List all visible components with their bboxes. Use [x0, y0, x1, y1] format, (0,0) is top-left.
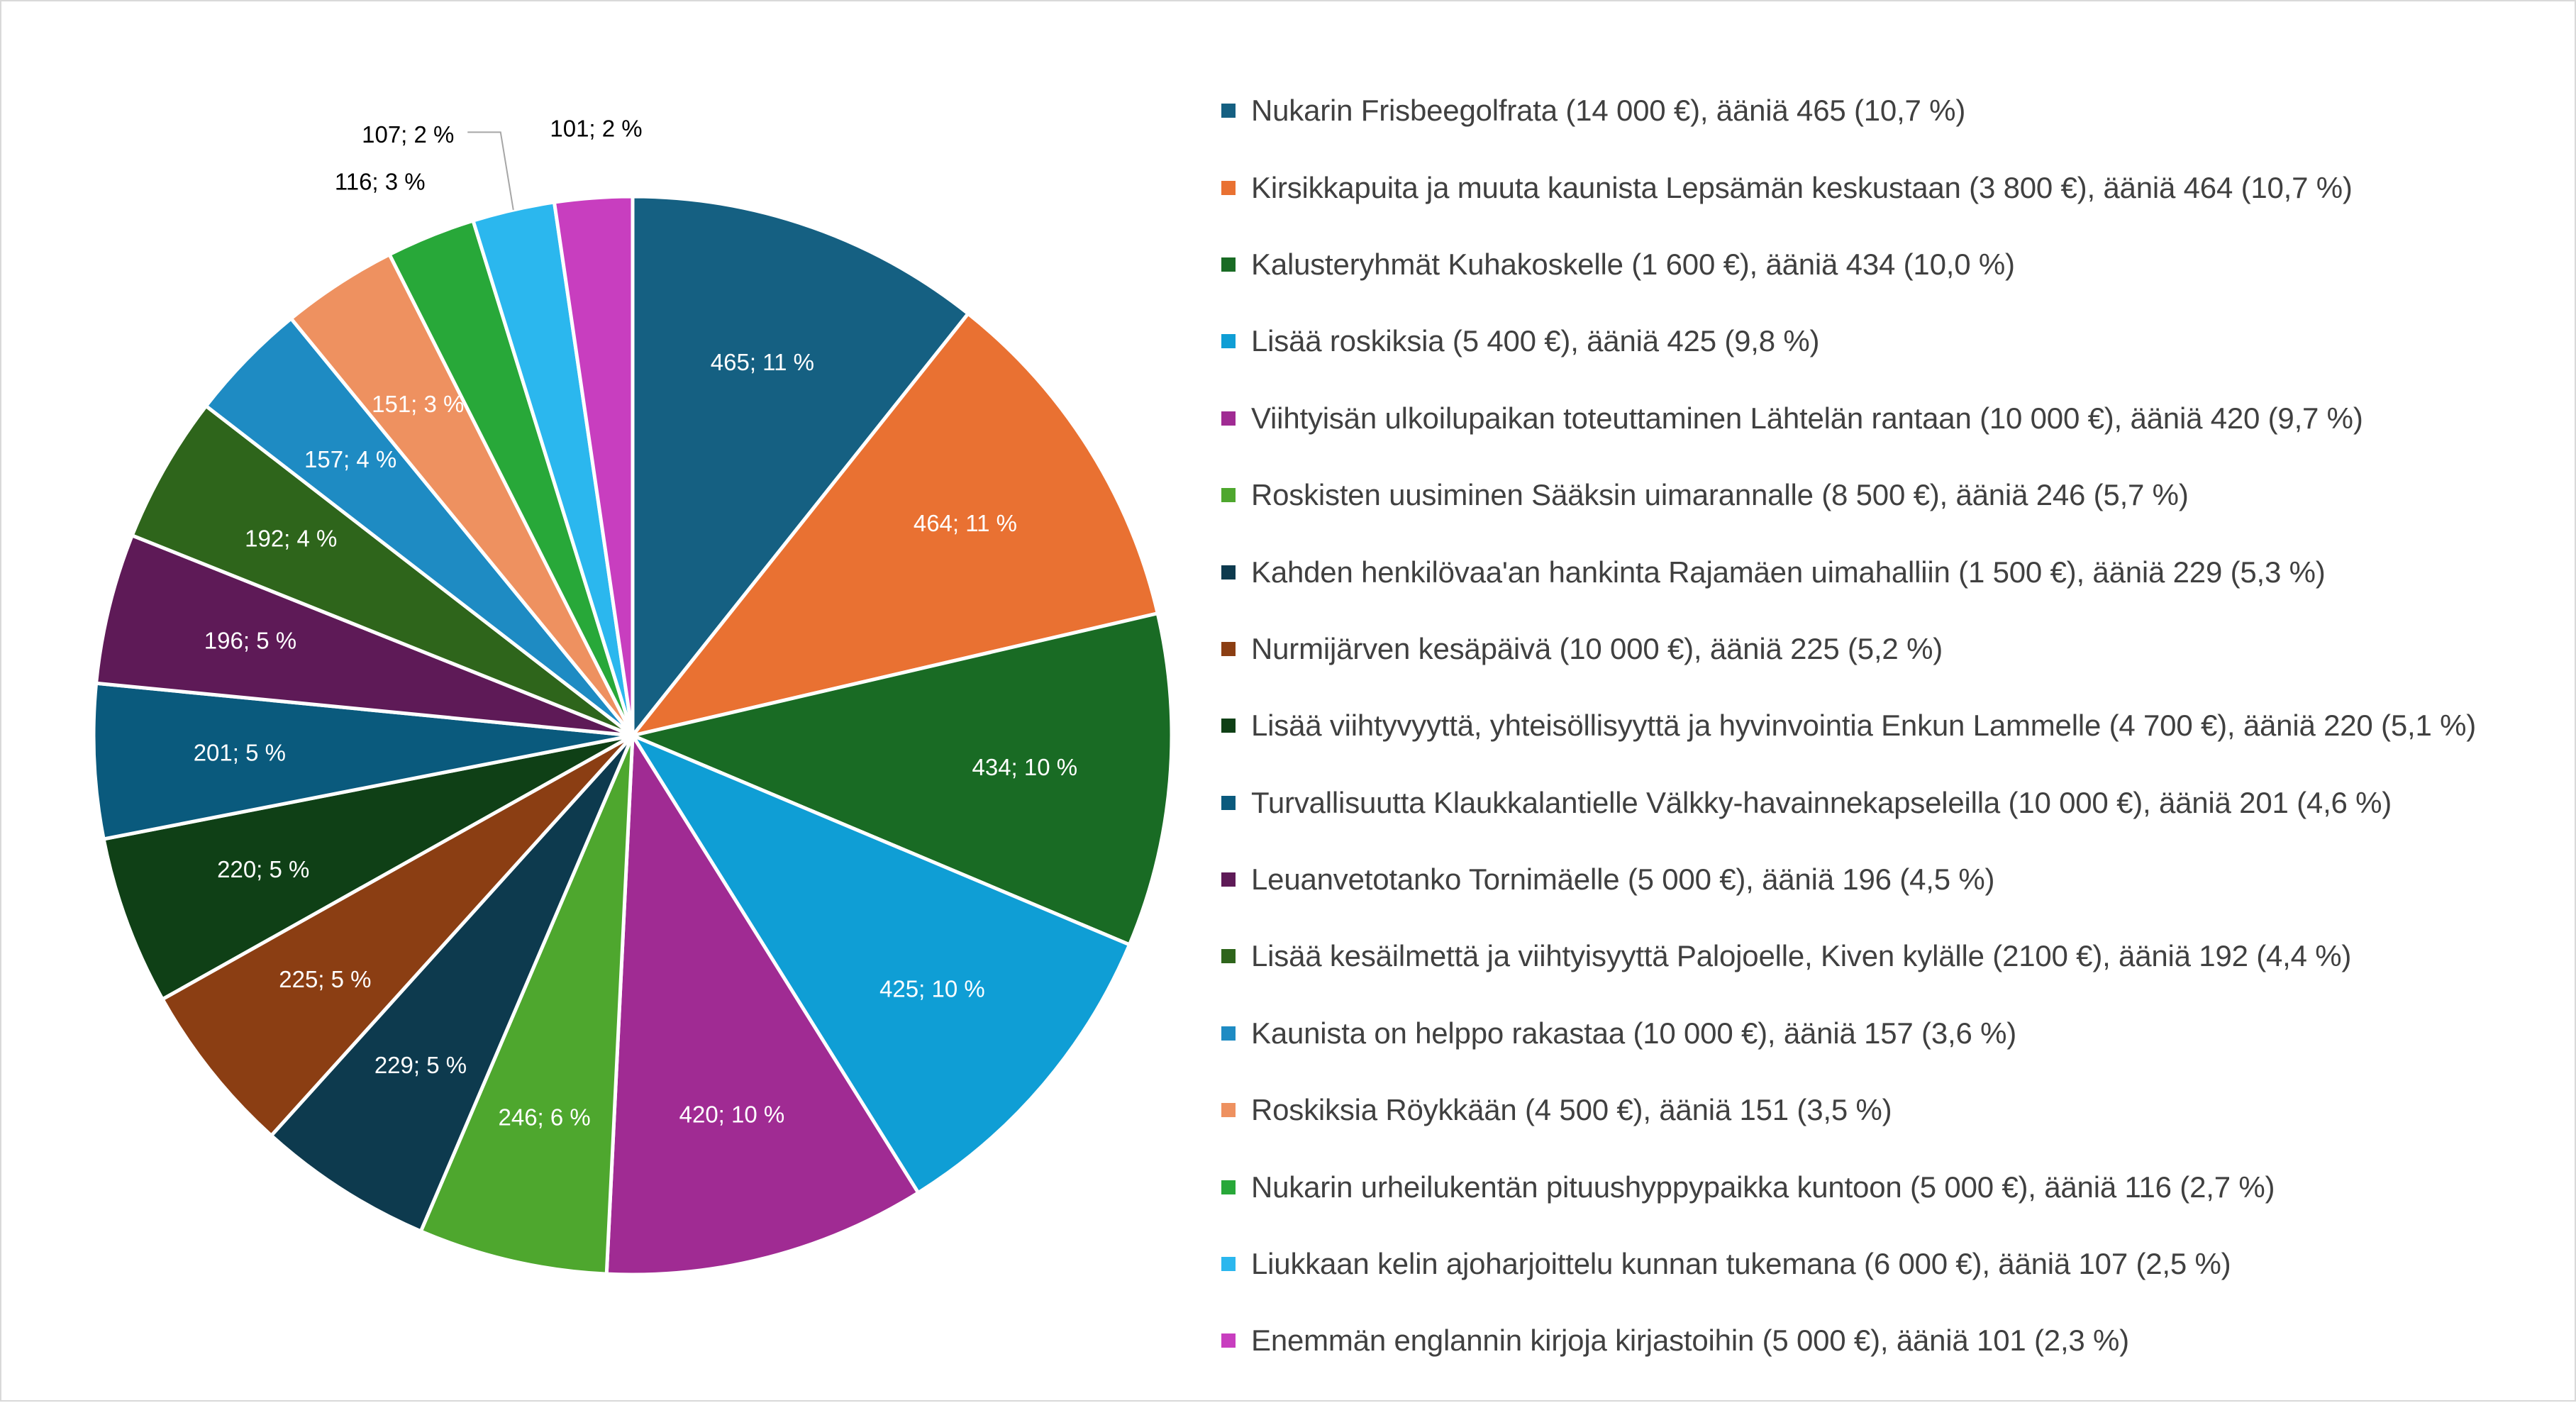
legend-swatch	[1221, 1257, 1236, 1272]
legend-swatch	[1221, 1026, 1236, 1041]
legend-item-9: Lisää viihtyvyyttä, yhteisöllisyyttä ja …	[1221, 687, 2569, 764]
legend-label: Enemmän englannin kirjoja kirjastoihin (…	[1251, 1324, 2129, 1358]
legend-label: Liukkaan kelin ajoharjoittelu kunnan tuk…	[1251, 1247, 2231, 1281]
pie-slice-17	[552, 194, 635, 736]
data-label-4: 425; 10 %	[879, 975, 985, 1002]
legend-swatch	[1221, 1333, 1236, 1348]
data-label-16: 107; 2 %	[362, 121, 454, 148]
legend-item-2: Kirsikkapuita ja muuta kaunista Lepsämän…	[1221, 149, 2569, 226]
legend: Nukarin Frisbeegolfrata (14 000 €), ääni…	[1221, 72, 2569, 1380]
legend-label: Kahden henkilövaa'an hankinta Rajamäen u…	[1251, 555, 2326, 589]
legend-label: Nukarin Frisbeegolfrata (14 000 €), ääni…	[1251, 94, 1966, 128]
data-label-13: 157; 4 %	[304, 446, 396, 472]
data-label-10: 201; 5 %	[194, 739, 286, 765]
legend-label: Kaunista on helppo rakastaa (10 000 €), …	[1251, 1016, 2017, 1050]
legend-item-17: Enemmän englannin kirjoja kirjastoihin (…	[1221, 1302, 2569, 1379]
legend-item-12: Lisää kesäilmettä ja viihtyisyyttä Paloj…	[1221, 918, 2569, 994]
pie-slices	[91, 194, 1174, 1277]
data-label-2: 464; 11 %	[914, 510, 1017, 536]
pie-slice-12	[130, 403, 634, 738]
data-label-5: 420; 10 %	[679, 1102, 785, 1128]
leader-line-16	[467, 131, 514, 211]
legend-label: Turvallisuutta Klaukkalantielle Välkky-h…	[1251, 785, 2392, 819]
legend-swatch	[1221, 411, 1236, 426]
legend-swatch	[1221, 872, 1236, 887]
legend-label: Leuanvetotanko Tornimäelle (5 000 €), ää…	[1251, 863, 1995, 897]
legend-label: Lisää roskiksia (5 400 €), ääniä 425 (9,…	[1251, 324, 1820, 358]
legend-item-8: Nurmijärven kesäpäivä (10 000 €), ääniä …	[1221, 611, 2569, 687]
legend-label: Kirsikkapuita ja muuta kaunista Lepsämän…	[1251, 170, 2353, 204]
legend-swatch	[1221, 488, 1236, 503]
pie-slice-3	[626, 611, 1174, 948]
data-label-9: 220; 5 %	[217, 856, 309, 882]
legend-swatch	[1221, 719, 1236, 733]
legend-item-1: Nukarin Frisbeegolfrata (14 000 €), ääni…	[1221, 72, 2569, 149]
legend-swatch	[1221, 1180, 1236, 1194]
legend-label: Roskisten uusiminen Sääksin uimarannalle…	[1251, 478, 2189, 512]
legend-label: Lisää kesäilmettä ja viihtyisyyttä Paloj…	[1251, 939, 2352, 973]
legend-label: Roskiksia Röykkään (4 500 €), ääniä 151 …	[1251, 1093, 1892, 1127]
legend-swatch	[1221, 104, 1236, 118]
leader-lines	[467, 131, 514, 211]
pie-slice-10	[91, 681, 633, 841]
data-label-17: 101; 2 %	[550, 115, 642, 141]
pie-slice-2	[628, 311, 1160, 739]
data-label-7: 229; 5 %	[374, 1052, 467, 1078]
legend-swatch	[1221, 257, 1236, 272]
data-label-1: 465; 11 %	[711, 349, 814, 375]
legend-item-11: Leuanvetotanko Tornimäelle (5 000 €), ää…	[1221, 841, 2569, 918]
pie-slice-8	[160, 733, 634, 1138]
legend-swatch	[1221, 180, 1236, 195]
legend-label: Nurmijärven kesäpäivä (10 000 €), ääniä …	[1251, 631, 1943, 665]
data-label-6: 246; 6 %	[498, 1104, 590, 1130]
pie-slice-7	[269, 734, 635, 1234]
pie-slice-4	[628, 731, 1132, 1196]
legend-item-13: Kaunista on helppo rakastaa (10 000 €), …	[1221, 995, 2569, 1072]
pie-chart: 465; 11 % 464; 11 % 434; 10 % 425; 10 % 420;…	[91, 115, 1174, 1277]
data-label-15: 116; 3 %	[335, 169, 426, 195]
legend-swatch	[1221, 334, 1236, 349]
pie-slice-9	[101, 733, 634, 1002]
data-label-12: 192; 4 %	[245, 526, 337, 552]
legend-swatch	[1221, 565, 1236, 580]
legend-item-4: Lisää roskiksia (5 400 €), ääniä 425 (9,…	[1221, 303, 2569, 379]
data-label-14: 151; 3 %	[372, 391, 464, 417]
legend-swatch	[1221, 641, 1236, 656]
legend-swatch	[1221, 795, 1236, 810]
legend-label: Nukarin urheilukentän pituushyppypaikka …	[1251, 1170, 2275, 1204]
legend-item-16: Liukkaan kelin ajoharjoittelu kunnan tuk…	[1221, 1226, 2569, 1302]
pie-slice-6	[418, 735, 635, 1276]
legend-item-10: Turvallisuutta Klaukkalantielle Välkky-h…	[1221, 765, 2569, 841]
legend-item-7: Kahden henkilövaa'an hankinta Rajamäen u…	[1221, 533, 2569, 610]
data-labels: 465; 11 % 464; 11 % 434; 10 % 425; 10 % 420;…	[194, 115, 1077, 1130]
legend-item-15: Nukarin urheilukentän pituushyppypaikka …	[1221, 1148, 2569, 1225]
legend-swatch	[1221, 949, 1236, 964]
legend-item-14: Roskiksia Röykkään (4 500 €), ääniä 151 …	[1221, 1072, 2569, 1148]
legend-label: Kalusteryhmät Kuhakoskelle (1 600 €), ää…	[1251, 247, 2015, 281]
pie-slice-1	[631, 194, 971, 741]
legend-swatch	[1221, 1103, 1236, 1118]
legend-item-5: Viihtyisän ulkoilupaikan toteuttaminen L…	[1221, 380, 2569, 457]
legend-item-3: Kalusteryhmät Kuhakoskelle (1 600 €), ää…	[1221, 226, 2569, 303]
legend-item-6: Roskisten uusiminen Sääksin uimarannalle…	[1221, 457, 2569, 533]
data-label-11: 196; 5 %	[204, 628, 296, 654]
data-label-8: 225; 5 %	[279, 966, 371, 992]
pie-slice-5	[604, 729, 921, 1277]
data-label-3: 434; 10 %	[972, 754, 1077, 780]
legend-label: Viihtyisän ulkoilupaikan toteuttaminen L…	[1251, 401, 2363, 435]
pie-slice-11	[94, 533, 633, 738]
legend-label: Lisää viihtyvyyttä, yhteisöllisyyttä ja …	[1251, 709, 2476, 743]
